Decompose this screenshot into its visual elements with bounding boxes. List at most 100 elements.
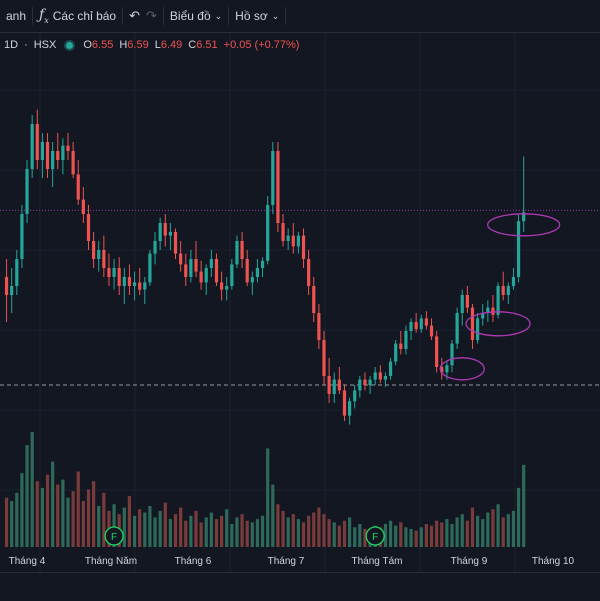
candle-body [465, 295, 469, 308]
candle-body [230, 264, 234, 286]
candle-body [158, 223, 162, 241]
volume-bar [204, 517, 208, 547]
volume-bar [25, 445, 29, 547]
annotation-ellipse [439, 357, 485, 381]
candle-body [143, 282, 147, 290]
candle-body [317, 313, 321, 340]
candle-body [435, 336, 439, 367]
candlesticks [4, 109, 526, 425]
volume-bar [276, 504, 280, 547]
candle-body [260, 260, 265, 268]
candle-body [511, 277, 516, 286]
candle-body [117, 268, 121, 286]
toolbar-divider [122, 7, 124, 25]
open-value: 6.55 [91, 39, 114, 51]
candle-body [199, 271, 203, 283]
candle-body [506, 286, 510, 295]
candle-body [194, 259, 198, 272]
candle-body [97, 250, 101, 259]
candle-body [348, 401, 352, 416]
undo-button[interactable]: ↶ [123, 0, 146, 32]
volume-bar [132, 515, 137, 547]
candle-body [86, 214, 91, 241]
volume-bar [245, 520, 249, 547]
volume-bar [214, 519, 219, 547]
candle-body [209, 259, 213, 268]
volume-bar [312, 512, 316, 547]
candle-body [173, 232, 178, 254]
x-axis: Tháng 4 Tháng Năm Tháng 6 Tháng 7 Tháng Tám T… [9, 556, 575, 567]
redo-button[interactable]: ↷ [146, 0, 163, 32]
price-lines [0, 209, 600, 386]
event-marker-icon [365, 526, 385, 546]
candle-body [419, 318, 423, 330]
candle-body [501, 286, 505, 295]
candle-body [40, 142, 44, 160]
x-axis-tick-label: Tháng 7 [268, 556, 305, 567]
volume-bar [86, 489, 91, 547]
candle-body [327, 376, 331, 394]
volume-bar [435, 520, 439, 547]
candle-body [25, 169, 29, 214]
volume-bar [76, 471, 80, 547]
fx-icon: ƒx [39, 7, 49, 25]
candle-body [153, 241, 157, 254]
volume-bar [148, 505, 152, 547]
volume-bar [163, 502, 167, 547]
candle-body [76, 174, 80, 200]
x-axis-tick-label: Tháng 10 [532, 556, 575, 567]
candle-body [373, 372, 377, 380]
volume-bar [358, 524, 362, 547]
volume-bar [409, 528, 413, 547]
undo-icon: ↶ [129, 8, 141, 23]
candle-body [51, 151, 55, 169]
volume-bar [296, 519, 300, 547]
profile-menu-button[interactable]: Hồ sơ ⌄ [229, 0, 285, 32]
volume-bar [394, 525, 398, 547]
candle-body [179, 253, 183, 265]
volume-bar [189, 515, 193, 547]
candle-body [342, 390, 347, 416]
candle-body [71, 151, 75, 175]
volume-bar [327, 519, 331, 547]
toolbar-divider [228, 7, 230, 25]
candle-body [127, 277, 132, 286]
legend-separator: · [24, 39, 28, 51]
market-status-icon [66, 41, 74, 49]
candle-body [266, 205, 270, 261]
candle-body [276, 151, 280, 223]
volume-bar [168, 519, 172, 547]
volume-bar [465, 520, 469, 547]
candle-body [255, 268, 260, 277]
candle-body [56, 151, 60, 160]
candle-body [61, 145, 65, 160]
volume-bar [332, 522, 336, 547]
volume-bar [486, 512, 490, 547]
interval-label[interactable]: 1D [4, 39, 19, 51]
volume-bar [240, 514, 244, 547]
candle-body [122, 277, 126, 286]
ohlc-legend: 1D · HSX O6.55 H6.59 L6.49 C6.51 +0.05 (… [0, 36, 299, 54]
low-value: 6.49 [160, 39, 183, 51]
toolbar-partial-item[interactable]: anh [0, 0, 32, 32]
candle-body [522, 212, 526, 222]
candle-body [107, 268, 111, 277]
candle-body [378, 372, 382, 380]
candle-body [486, 307, 490, 313]
volume-bar [92, 481, 96, 547]
volume-bar [419, 527, 423, 547]
candle-body [102, 250, 106, 268]
bottom-bar [0, 572, 600, 601]
indicators-button[interactable]: ƒx Các chỉ báo [33, 0, 122, 32]
volume-bar [20, 473, 24, 547]
candle-body [296, 235, 300, 247]
x-axis-tick-label: Tháng 4 [9, 556, 46, 567]
candle-body [214, 259, 219, 283]
open-value-group: O6.55 [83, 39, 113, 51]
close-label: C [188, 39, 197, 51]
volume-bar [337, 525, 341, 547]
chart-menu-button[interactable]: Biểu đồ ⌄ [164, 0, 228, 32]
x-axis-tick-label: Tháng 6 [175, 556, 212, 567]
candle-body [414, 322, 418, 330]
